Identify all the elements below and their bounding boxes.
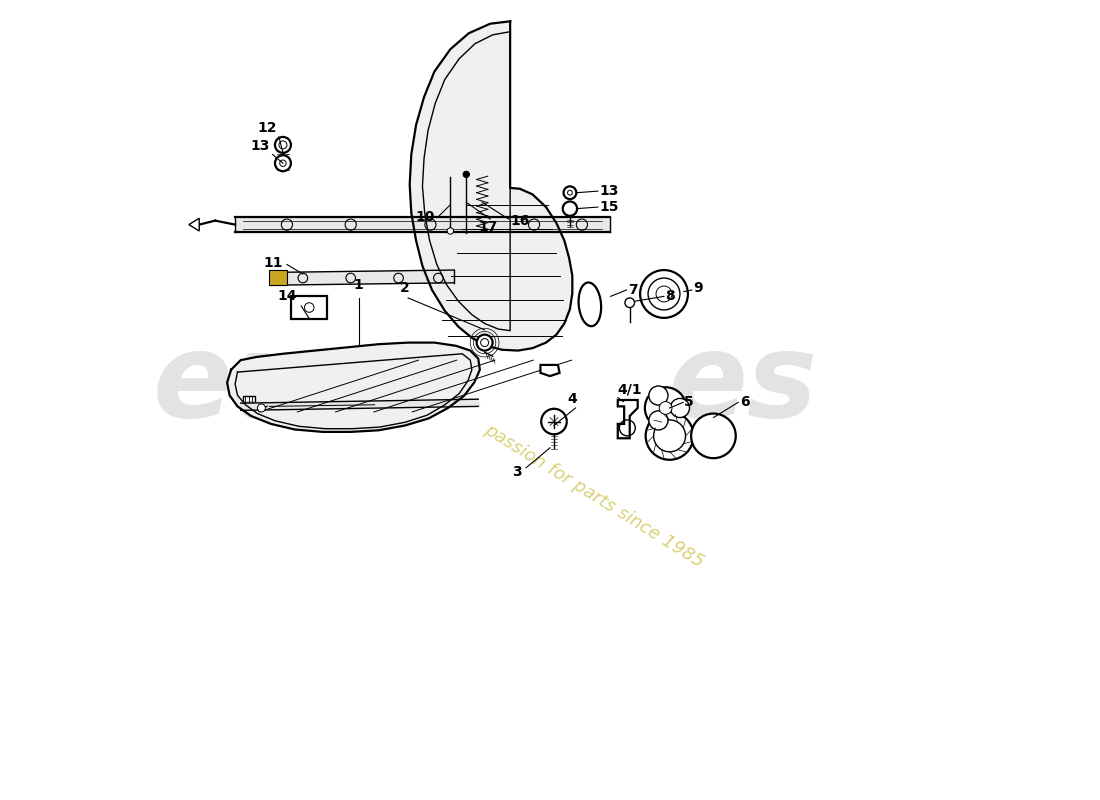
- Text: 4/1: 4/1: [618, 382, 642, 396]
- Text: 2: 2: [400, 281, 410, 294]
- Polygon shape: [189, 218, 199, 231]
- Circle shape: [275, 155, 290, 171]
- Text: 14: 14: [278, 289, 297, 302]
- Circle shape: [541, 409, 567, 434]
- Circle shape: [691, 414, 736, 458]
- Circle shape: [448, 228, 453, 234]
- Text: 8: 8: [666, 290, 675, 303]
- Text: 15: 15: [600, 200, 619, 214]
- Text: 10: 10: [415, 210, 434, 224]
- Polygon shape: [540, 365, 560, 376]
- Polygon shape: [271, 270, 454, 286]
- Circle shape: [670, 398, 690, 418]
- Text: 3: 3: [513, 465, 522, 478]
- Text: passion for parts since 1985: passion for parts since 1985: [481, 421, 707, 571]
- Polygon shape: [235, 218, 609, 232]
- Polygon shape: [241, 399, 480, 410]
- Text: es: es: [668, 326, 818, 442]
- Ellipse shape: [579, 282, 601, 326]
- Text: 17: 17: [478, 220, 497, 234]
- FancyBboxPatch shape: [270, 270, 287, 286]
- Circle shape: [659, 402, 672, 414]
- Polygon shape: [227, 342, 480, 432]
- Text: 7: 7: [628, 283, 638, 297]
- Circle shape: [275, 137, 290, 153]
- Polygon shape: [243, 396, 255, 402]
- Circle shape: [563, 202, 578, 216]
- Text: 13: 13: [250, 139, 270, 153]
- Text: 1: 1: [354, 278, 363, 291]
- Circle shape: [645, 387, 686, 429]
- Text: euro: euro: [153, 326, 456, 442]
- Text: 9: 9: [693, 282, 703, 295]
- Polygon shape: [618, 400, 638, 438]
- Circle shape: [640, 270, 688, 318]
- Text: 5: 5: [684, 395, 694, 410]
- Text: 12: 12: [257, 121, 276, 134]
- Circle shape: [649, 386, 668, 405]
- Text: 11: 11: [263, 256, 283, 270]
- Text: 16: 16: [510, 214, 529, 228]
- Circle shape: [649, 411, 668, 430]
- Circle shape: [257, 404, 265, 412]
- Circle shape: [625, 298, 635, 307]
- Circle shape: [463, 171, 470, 178]
- FancyBboxPatch shape: [290, 296, 327, 318]
- Circle shape: [646, 412, 693, 460]
- Circle shape: [563, 186, 576, 199]
- Text: 4: 4: [568, 391, 578, 406]
- Text: 13: 13: [600, 184, 619, 198]
- Text: 6: 6: [739, 395, 749, 410]
- Polygon shape: [409, 22, 572, 350]
- Circle shape: [476, 334, 493, 350]
